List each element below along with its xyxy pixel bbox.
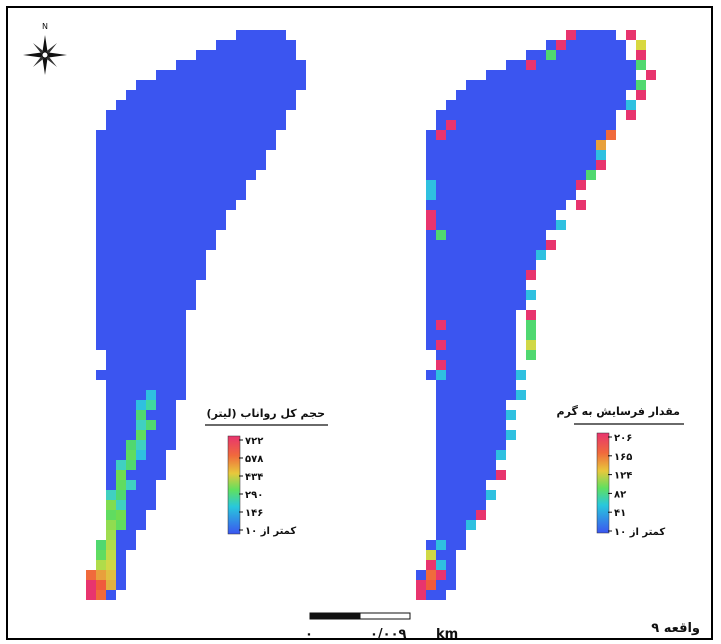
north-label: N <box>42 22 48 31</box>
legend-title-erosion: مقدار فرسایش به گرم <box>557 405 680 418</box>
legend-label: ۲۹۰ <box>245 490 263 501</box>
legend-label: ۱۴۶ <box>245 508 263 519</box>
runoff-legend: حجم کل رواناب (لیتر) ۷۲۲ ۵۷۸ ۴۳۴ ۲۹۰ ۱۴۶ کمتر… <box>205 407 328 537</box>
legend-label: ۱۶۵ <box>614 452 632 463</box>
legend-label: ۴۱ <box>614 508 626 519</box>
event-label: واقعه ۹ <box>651 621 700 636</box>
north-arrow: N <box>23 22 67 75</box>
legend-label: ۲۰۶ <box>614 433 632 444</box>
legend-label: ۵۷۸ <box>245 454 263 465</box>
legend-label: ۱۲۴ <box>614 471 632 482</box>
scale-end-label: ۰/۰۰۹ <box>370 627 407 642</box>
scale-bar: ۰ ۰/۰۰۹ km <box>305 612 458 642</box>
legend-ramp-erosion <box>596 432 610 534</box>
erosion-legend: مقدار فرسایش به گرم ۲۰۶ ۱۶۵ ۱۲۴ ۸۲ ۴۱ کمتر از… <box>557 405 684 538</box>
erosion-raster <box>416 30 656 600</box>
scale-unit-label: km <box>436 627 458 642</box>
legend-label: ۴۳۴ <box>245 472 263 483</box>
legend-title-runoff: حجم کل رواناب (لیتر) <box>207 407 325 420</box>
legend-label: ۸۲ <box>614 489 626 500</box>
legend-label: کمتر از ۱۰ <box>614 527 665 538</box>
legend-label: ۷۲۲ <box>245 436 263 447</box>
runoff-raster <box>86 30 306 600</box>
scale-start-label: ۰ <box>305 627 313 642</box>
legend-label: کمتر از ۱۰ <box>245 526 296 537</box>
legend-ramp-runoff <box>227 435 241 535</box>
